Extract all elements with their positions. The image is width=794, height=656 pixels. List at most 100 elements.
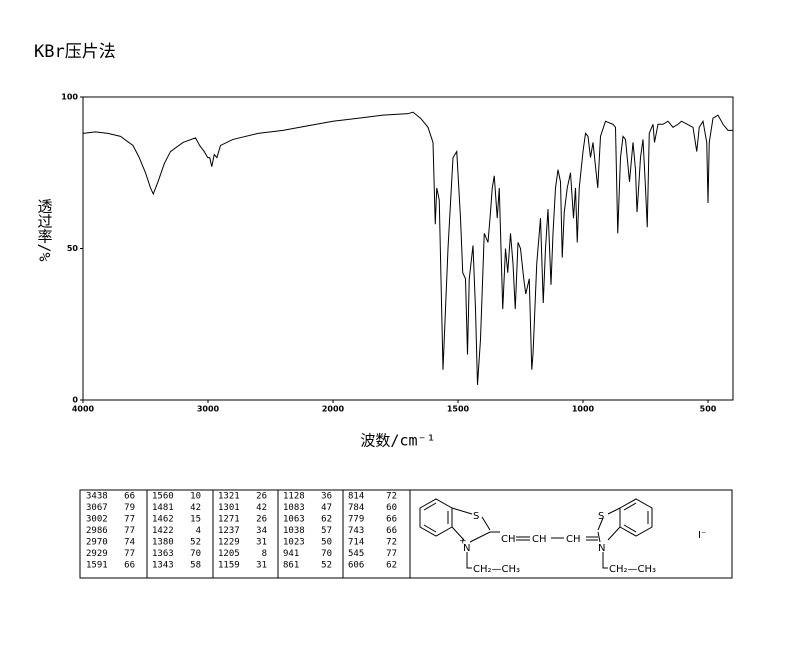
table-cell: 814 bbox=[348, 492, 364, 502]
table-cell: 545 bbox=[348, 549, 364, 559]
structure-border bbox=[409, 489, 733, 579]
table-cell: 77 bbox=[124, 549, 135, 559]
bond bbox=[602, 552, 608, 569]
table-cell: 606 bbox=[348, 561, 364, 571]
atom: CH bbox=[532, 534, 547, 545]
table-cell: 779 bbox=[348, 515, 364, 525]
table-cell: 1063 bbox=[283, 515, 305, 525]
table-cell: 70 bbox=[321, 549, 332, 559]
atom: CH bbox=[566, 534, 581, 545]
table-cell: 941 bbox=[283, 549, 299, 559]
table-cell: 1023 bbox=[283, 538, 305, 548]
table-cell: 2986 bbox=[86, 526, 108, 536]
table-cell: 77 bbox=[124, 526, 135, 536]
x-tick-label: 1500 bbox=[447, 405, 470, 414]
table-cell: 52 bbox=[321, 561, 332, 571]
table-cell: 60 bbox=[386, 503, 397, 513]
table-cell: 1128 bbox=[283, 492, 305, 502]
table-cell: 1481 bbox=[152, 503, 174, 513]
x-tick-label: 1000 bbox=[572, 405, 595, 414]
table-cell: 1321 bbox=[218, 492, 240, 502]
x-tick-label: 3000 bbox=[197, 405, 220, 414]
table-cell: 3438 bbox=[86, 492, 108, 502]
table-cell: 57 bbox=[321, 526, 332, 536]
table-cell: 1271 bbox=[218, 515, 240, 525]
table-cell: 743 bbox=[348, 526, 364, 536]
structure-labels: S + N CH CH CH S N CH₂—CH₃ CH₂—CH₃ I⁻ bbox=[459, 511, 706, 575]
table-cell: 31 bbox=[256, 561, 267, 571]
table-cell: 42 bbox=[190, 503, 201, 513]
table-cell: 66 bbox=[124, 492, 135, 502]
table-cell: 1462 bbox=[152, 515, 174, 525]
table-cell: 1591 bbox=[86, 561, 108, 571]
table-cell: 1159 bbox=[218, 561, 240, 571]
table-cell: 1422 bbox=[152, 526, 174, 536]
table-cell: 36 bbox=[321, 492, 332, 502]
plot-frame bbox=[82, 96, 734, 401]
table-cell: 1205 bbox=[218, 549, 240, 559]
table-cell: 26 bbox=[256, 492, 267, 502]
x-tick-label: 500 bbox=[700, 405, 717, 414]
atom: N bbox=[598, 543, 605, 554]
table-cell: 79 bbox=[124, 503, 135, 513]
thiazole-ring bbox=[451, 507, 500, 543]
ethyl: CH₂—CH₃ bbox=[473, 564, 520, 575]
counter-ion: I⁻ bbox=[698, 530, 706, 541]
table-cell: 72 bbox=[386, 492, 397, 502]
atom: N bbox=[463, 543, 470, 554]
table-cell: 2970 bbox=[86, 538, 108, 548]
spectrum-line bbox=[82, 111, 733, 385]
table-cell: 1038 bbox=[283, 526, 305, 536]
table-cell: 70 bbox=[190, 549, 201, 559]
y-tick-label: 0 bbox=[72, 396, 78, 405]
table-cell: 47 bbox=[321, 503, 332, 513]
table-cell: 62 bbox=[386, 561, 397, 571]
bond bbox=[466, 552, 472, 569]
table-cell: 1301 bbox=[218, 503, 240, 513]
atom: S bbox=[473, 511, 479, 522]
table-cell: 784 bbox=[348, 503, 364, 513]
atom: S bbox=[598, 511, 604, 522]
table-cell: 62 bbox=[321, 515, 332, 525]
table-cell: 77 bbox=[386, 549, 397, 559]
table-cell: 1380 bbox=[152, 538, 174, 548]
charge: + bbox=[459, 537, 467, 547]
benzene-ring bbox=[419, 498, 453, 537]
table-cell: 3067 bbox=[86, 503, 108, 513]
table-cell: 34 bbox=[256, 526, 267, 536]
chart-title: KBr压片法 bbox=[34, 42, 116, 62]
table-cell: 8 bbox=[262, 549, 267, 559]
chain-bond bbox=[516, 536, 598, 541]
table-cell: 77 bbox=[124, 515, 135, 525]
benzene-ring bbox=[619, 498, 653, 537]
table-cell: 50 bbox=[321, 538, 332, 548]
table-cell: 714 bbox=[348, 538, 364, 548]
table-cell: 15 bbox=[190, 515, 201, 525]
table-cell: 861 bbox=[283, 561, 299, 571]
table-cell: 26 bbox=[256, 515, 267, 525]
y-tick-label: 100 bbox=[61, 93, 78, 102]
structure bbox=[409, 489, 733, 579]
table-cell: 74 bbox=[124, 538, 135, 548]
atom: CH bbox=[501, 534, 516, 545]
ethyl: CH₂—CH₃ bbox=[609, 564, 656, 575]
table-cell: 66 bbox=[386, 526, 397, 536]
table-cell: 1363 bbox=[152, 549, 174, 559]
table-cell: 2929 bbox=[86, 549, 108, 559]
x-axis-label: 波数/cm⁻¹ bbox=[360, 432, 435, 450]
table-cell: 1560 bbox=[152, 492, 174, 502]
table-cell: 66 bbox=[386, 515, 397, 525]
y-axis-label: 透过率/% bbox=[36, 198, 54, 261]
table-cell: 42 bbox=[256, 503, 267, 513]
table-cell: 1343 bbox=[152, 561, 174, 571]
x-tick-label: 2000 bbox=[322, 405, 345, 414]
table-cell: 1083 bbox=[283, 503, 305, 513]
table-cell: 3002 bbox=[86, 515, 108, 525]
table-cell: 1237 bbox=[218, 526, 240, 536]
table-cell: 52 bbox=[190, 538, 201, 548]
thiazole-ring bbox=[597, 507, 621, 543]
table-cell: 58 bbox=[190, 561, 201, 571]
table-cell: 4 bbox=[196, 526, 201, 536]
